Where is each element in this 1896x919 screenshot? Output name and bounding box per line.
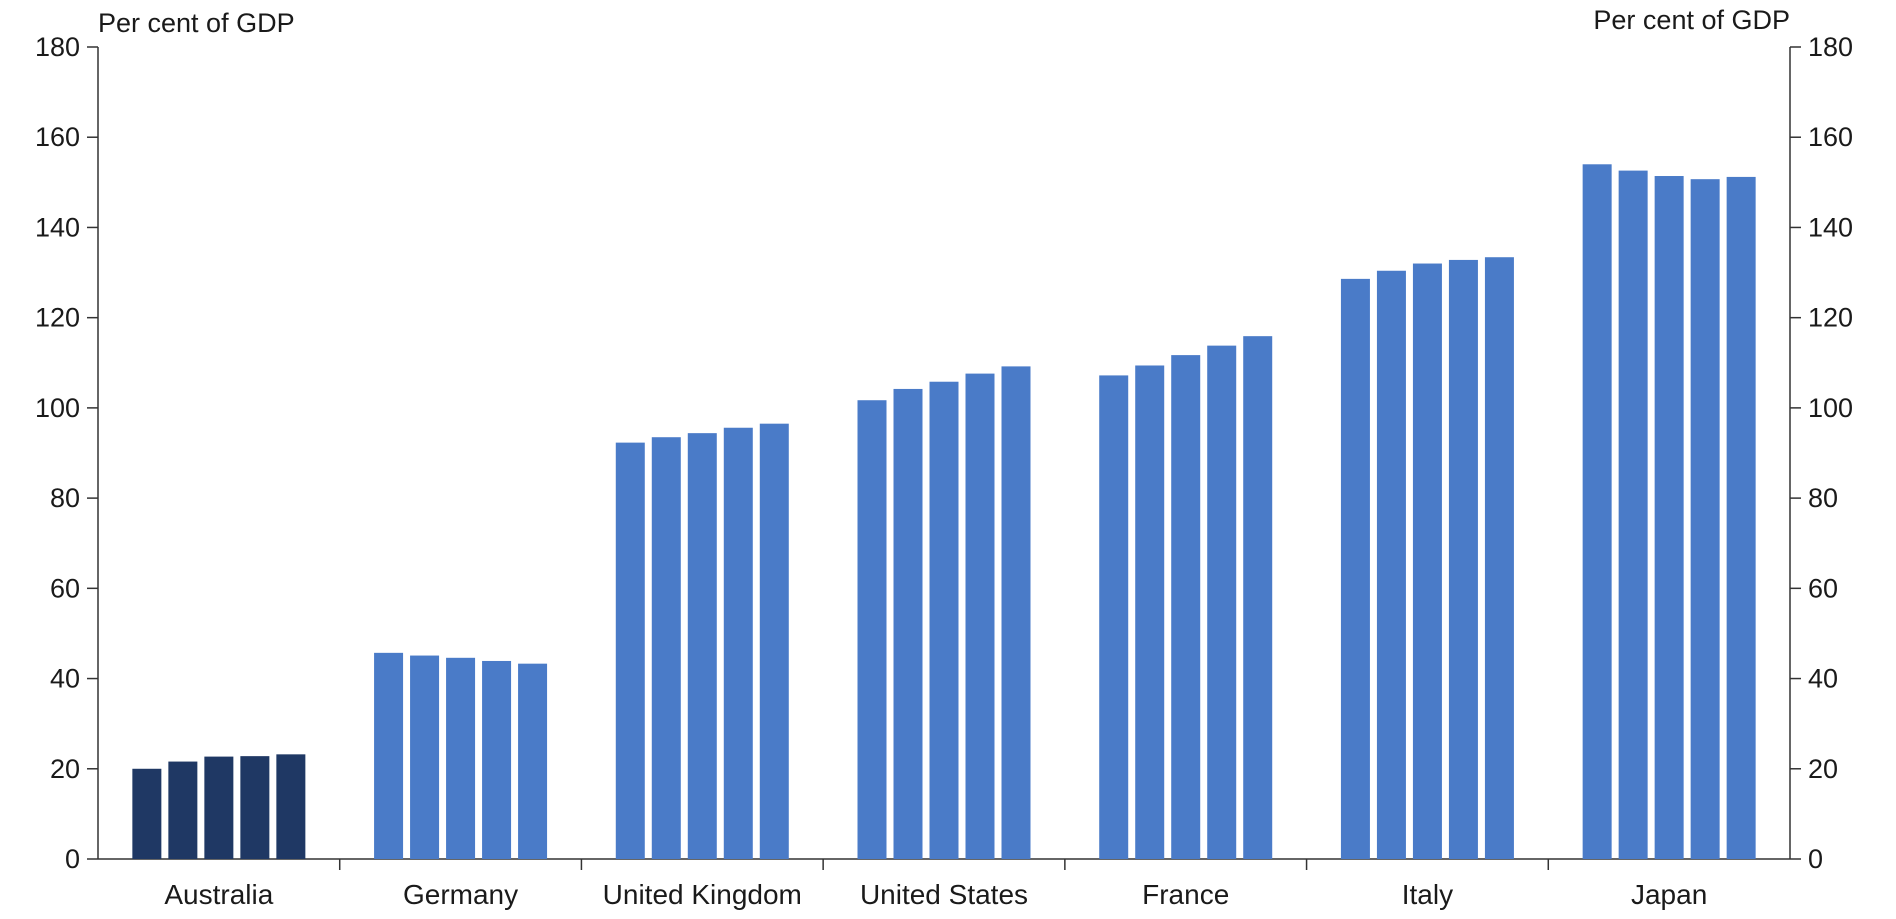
right-y-tick-label: 60: [1808, 573, 1838, 603]
bar: [1448, 259, 1478, 859]
left-y-tick-label: 160: [35, 122, 80, 152]
bar: [168, 761, 198, 859]
bar: [1243, 336, 1273, 859]
bar: [1618, 170, 1648, 860]
right-y-tick-label: 100: [1808, 393, 1853, 423]
bar: [518, 663, 548, 859]
bar: [1001, 366, 1031, 859]
left-y-tick-label: 20: [50, 754, 80, 784]
left-y-tick-label: 140: [35, 212, 80, 242]
left-y-tick-label: 60: [50, 573, 80, 603]
bar: [1376, 270, 1406, 859]
left-y-tick-label: 80: [50, 483, 80, 513]
right-y-tick-label: 180: [1808, 32, 1853, 62]
bar: [1171, 355, 1201, 859]
right-y-tick-label: 140: [1808, 212, 1853, 242]
bar: [1207, 345, 1237, 859]
bar: [965, 373, 995, 859]
bar: [374, 652, 404, 859]
right-y-tick-label: 120: [1808, 303, 1853, 333]
bar: [276, 754, 306, 859]
x-category-label: United States: [860, 879, 1028, 910]
x-category-label: Japan: [1631, 879, 1707, 910]
bar: [857, 400, 887, 859]
bar: [929, 381, 959, 859]
left-y-tick-label: 120: [35, 303, 80, 333]
right-y-tick-label: 20: [1808, 754, 1838, 784]
right-y-tick-label: 80: [1808, 483, 1838, 513]
bar: [687, 433, 717, 859]
right-y-tick-label: 160: [1808, 122, 1853, 152]
bar: [759, 423, 789, 859]
left-y-tick-label: 0: [65, 844, 80, 874]
bar: [1484, 257, 1514, 859]
left-axis-unit-label: Per cent of GDP: [98, 8, 295, 38]
right-y-tick-label: 40: [1808, 664, 1838, 694]
x-category-label: Italy: [1402, 879, 1453, 910]
bar: [446, 657, 476, 859]
bar: [893, 388, 923, 859]
bar: [1726, 176, 1756, 860]
bar: [651, 437, 681, 859]
x-category-label: Germany: [403, 879, 518, 910]
x-category-label: France: [1142, 879, 1229, 910]
bar: [1412, 263, 1442, 859]
bar: [1099, 375, 1129, 859]
bar: [482, 660, 512, 859]
bar: [1654, 176, 1684, 860]
left-y-tick-label: 180: [35, 32, 80, 62]
bar: [204, 756, 234, 859]
left-y-tick-label: 40: [50, 664, 80, 694]
bar: [615, 442, 645, 859]
right-axis-unit-label: Per cent of GDP: [1593, 5, 1790, 35]
bar: [1690, 179, 1720, 860]
x-category-label: Australia: [164, 879, 273, 910]
bar: [132, 768, 162, 859]
left-y-tick-label: 100: [35, 393, 80, 423]
bar: [723, 427, 753, 859]
x-category-label: United Kingdom: [603, 879, 802, 910]
bar: [410, 655, 440, 859]
bar: [1582, 164, 1612, 860]
bar: [1340, 278, 1370, 860]
bar: [1135, 365, 1165, 859]
bar: [240, 756, 270, 859]
right-y-tick-label: 0: [1808, 844, 1823, 874]
plot-area: 0 0 20 20 40 40 60 60 80 80 100 100 120 120 140 140 160 1…: [35, 32, 1853, 910]
